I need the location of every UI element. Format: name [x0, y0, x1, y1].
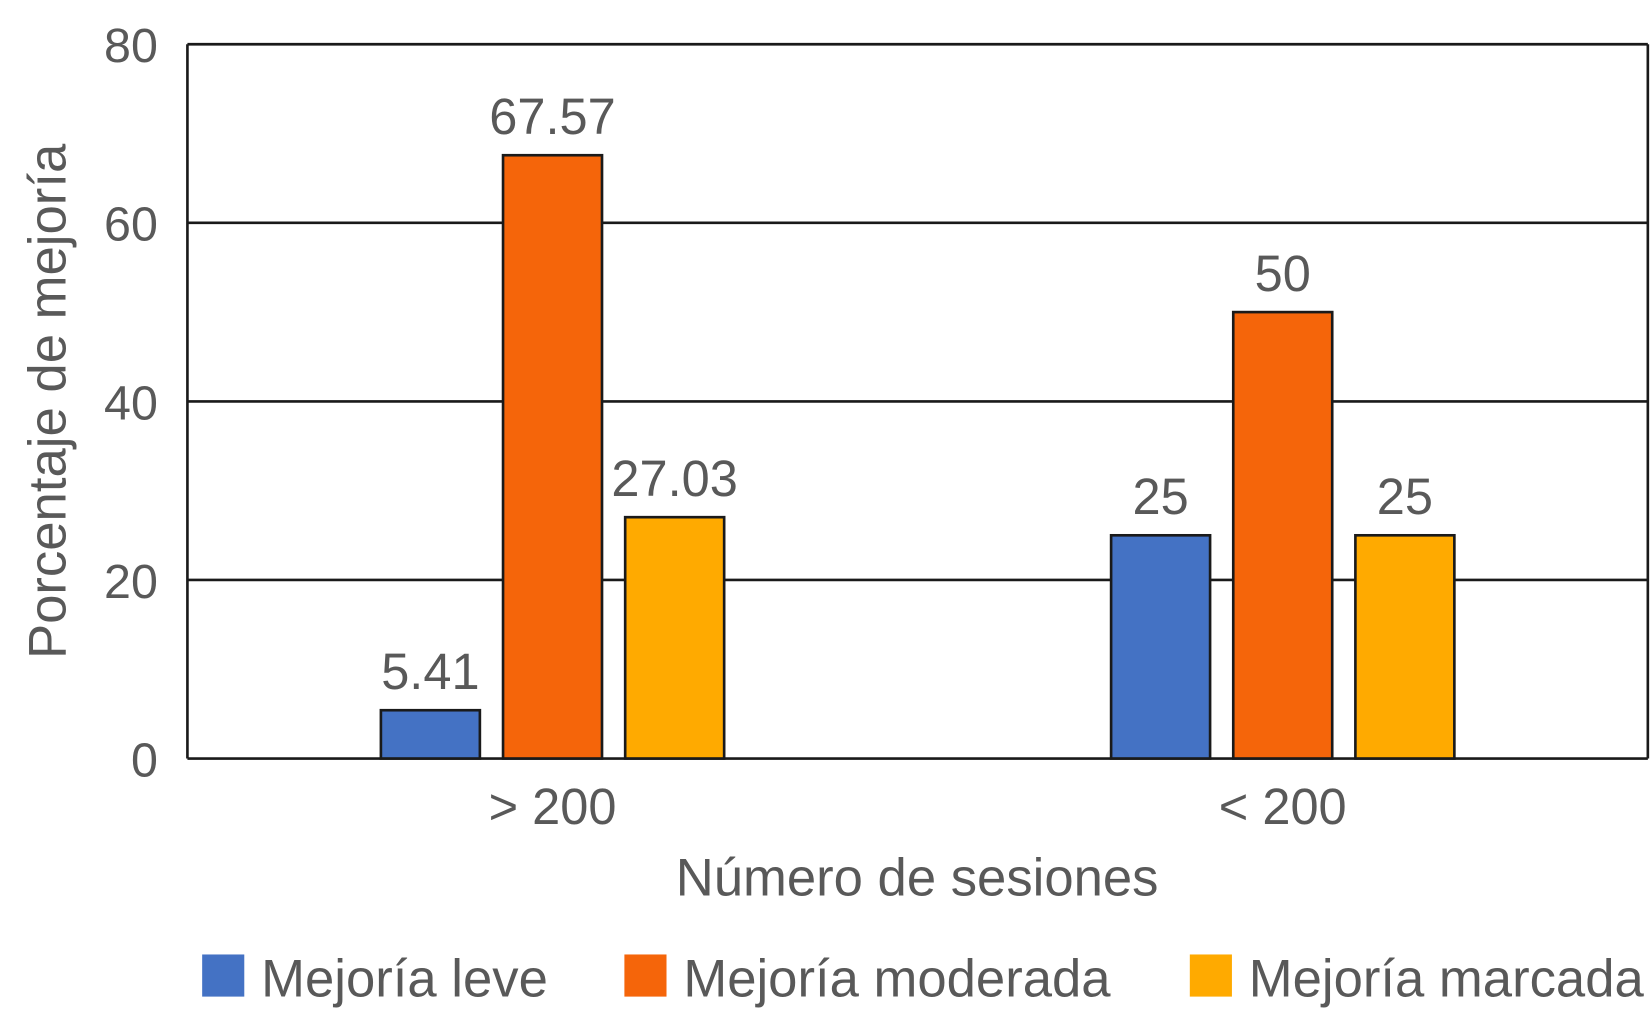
bar — [501, 153, 604, 760]
bar — [379, 708, 482, 760]
legend-label: Mejoría leve — [261, 950, 548, 1009]
x-axis-ticks: > 200 < 200 — [489, 778, 1347, 835]
data-label: 27.03 — [611, 450, 737, 507]
bar — [623, 515, 726, 760]
data-label: 67.57 — [489, 88, 615, 145]
data-label: 5.41 — [381, 643, 479, 700]
y-tick-label: 20 — [104, 555, 158, 609]
y-tick-label: 60 — [104, 198, 158, 252]
legend-label: Mejoría marcada — [1249, 950, 1645, 1009]
y-axis-ticks: 0 20 40 60 80 — [104, 19, 158, 787]
legend-item: Mejoría moderada — [624, 950, 1111, 1009]
data-label: 50 — [1255, 245, 1311, 302]
data-label: 25 — [1132, 468, 1188, 525]
legend-swatch — [1189, 954, 1232, 997]
y-tick-label: 0 — [131, 733, 158, 787]
legend-label: Mejoría moderada — [683, 950, 1111, 1009]
data-label: 25 — [1377, 468, 1433, 525]
x-axis-label: Número de sesiones — [676, 848, 1159, 907]
legend-swatch — [202, 954, 245, 997]
legend-item: Mejoría leve — [202, 950, 548, 1009]
y-tick-label: 80 — [104, 19, 158, 73]
legend-item: Mejoría marcada — [1189, 950, 1645, 1009]
y-tick-label: 40 — [104, 376, 158, 430]
bars: 5.41 67.57 27.03 25 50 25 — [379, 88, 1456, 760]
bar — [1231, 310, 1334, 760]
legend: Mejoría leve Mejoría moderada Mejoría marc… — [202, 950, 1644, 1009]
x-tick-label: < 200 — [1219, 778, 1347, 835]
bar — [1354, 533, 1456, 760]
x-tick-label: > 200 — [489, 778, 617, 835]
legend-swatch — [624, 954, 667, 997]
y-axis-label: Porcentaje de mejoría — [18, 143, 77, 659]
bar — [1109, 533, 1212, 760]
